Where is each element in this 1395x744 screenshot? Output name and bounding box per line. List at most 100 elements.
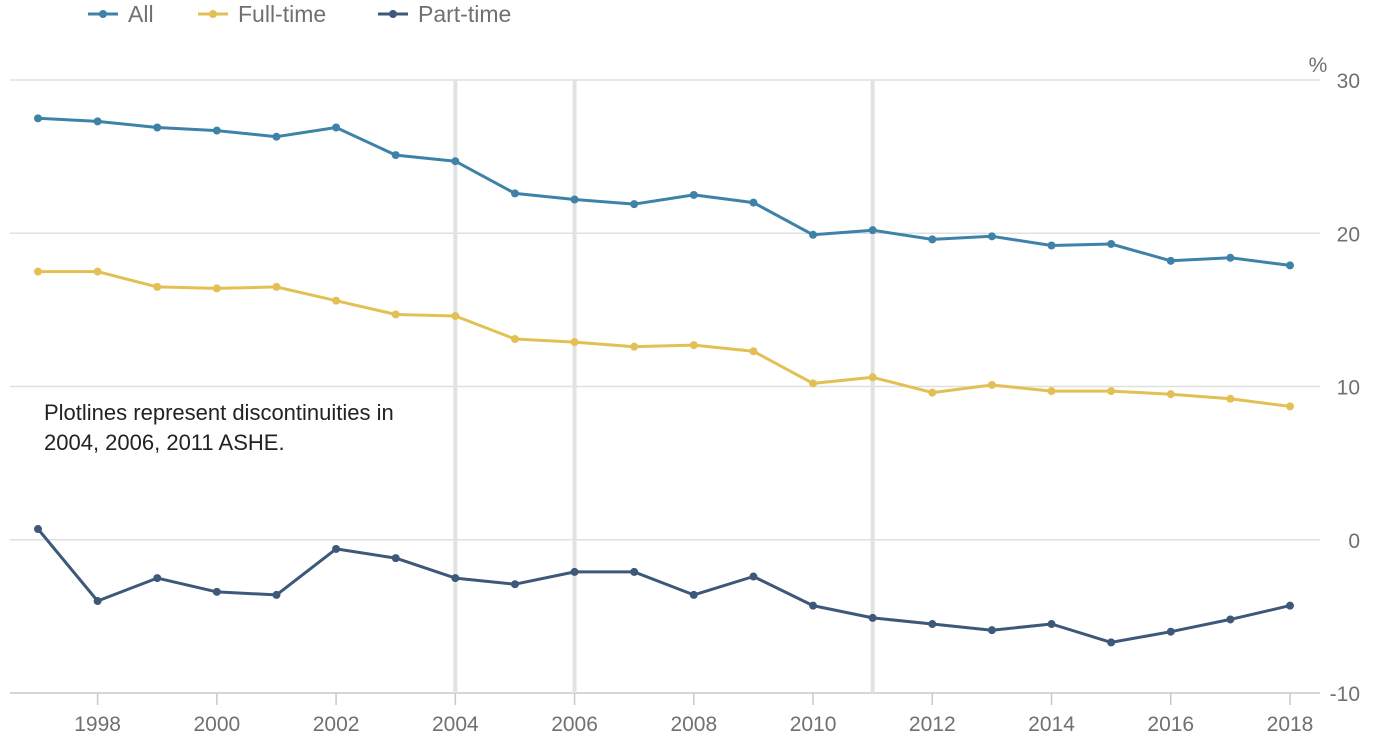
- y-axis-ticks: 30 20 10 0 -10: [1330, 70, 1360, 706]
- y-tick-label: 30: [1337, 70, 1360, 93]
- discontinuity-plotlines: [453, 80, 875, 693]
- y-tick-label: -10: [1330, 683, 1360, 706]
- data-point: [987, 380, 996, 389]
- data-point: [1047, 241, 1056, 250]
- data-point: [1047, 620, 1056, 629]
- data-point: [332, 544, 341, 553]
- data-point: [34, 267, 42, 276]
- data-point: [749, 198, 758, 207]
- data-point: [809, 601, 818, 610]
- data-point: [987, 626, 996, 635]
- series-all: [34, 114, 1294, 270]
- data-point: [630, 567, 639, 576]
- x-tick-label: 2016: [1147, 713, 1194, 736]
- series-lines: [34, 114, 1294, 647]
- y-tick-label: 20: [1337, 223, 1360, 246]
- data-point: [809, 230, 818, 239]
- legend-item: All: [88, 1, 154, 27]
- data-point: [332, 123, 341, 132]
- data-point: [749, 572, 758, 581]
- x-tick-label: 2002: [313, 713, 360, 736]
- data-point: [510, 334, 519, 343]
- legend: All Full-time Part-time: [88, 1, 511, 27]
- data-point: [928, 388, 937, 397]
- data-point: [451, 157, 460, 166]
- series-line: [36, 528, 1291, 644]
- data-point: [1286, 261, 1294, 270]
- data-point: [1286, 601, 1294, 610]
- legend-item: Part-time: [378, 1, 511, 27]
- data-point: [1107, 638, 1116, 647]
- legend-label: All: [128, 1, 154, 27]
- legend-label: Part-time: [418, 1, 511, 27]
- data-point: [987, 232, 996, 241]
- data-point: [272, 132, 281, 141]
- annotation-line-1: Plotlines represent discontinuities in: [44, 400, 394, 425]
- series-line: [38, 270, 1291, 408]
- x-tick-label: 1998: [74, 713, 121, 736]
- x-tick-label: 2000: [193, 713, 240, 736]
- data-point: [34, 525, 42, 534]
- data-point: [630, 342, 639, 351]
- data-point: [1226, 253, 1235, 262]
- data-point: [93, 597, 102, 606]
- data-point: [1107, 239, 1116, 248]
- x-tick-label: 2014: [1028, 713, 1075, 736]
- x-axis: 1998 2000 2002 2004 2006 2008 2010 2012 2014 2016…: [74, 693, 1313, 736]
- x-tick-label: 2010: [790, 713, 837, 736]
- data-point: [1166, 256, 1175, 265]
- legend-marker: [389, 10, 397, 18]
- data-point: [391, 310, 400, 319]
- y-tick-label: 10: [1337, 377, 1360, 400]
- data-point: [1166, 390, 1175, 399]
- data-point: [570, 567, 579, 576]
- data-point: [570, 195, 579, 204]
- data-point: [570, 338, 579, 347]
- data-point: [391, 554, 400, 563]
- data-point: [689, 590, 698, 599]
- data-point: [868, 226, 877, 235]
- data-point: [212, 126, 221, 135]
- data-point: [1166, 627, 1175, 636]
- x-tick-label: 2012: [909, 713, 956, 736]
- data-point: [391, 151, 400, 160]
- data-point: [510, 580, 519, 589]
- legend-marker: [209, 10, 217, 18]
- data-point: [451, 312, 460, 321]
- data-point: [212, 587, 221, 596]
- data-point: [272, 590, 281, 599]
- data-point: [809, 379, 818, 388]
- data-point: [34, 114, 42, 123]
- data-point: [153, 123, 162, 132]
- data-point: [1047, 387, 1056, 396]
- data-point: [1226, 394, 1235, 403]
- y-tick-label: 0: [1348, 530, 1360, 553]
- data-point: [1286, 402, 1294, 411]
- series-full-time: [34, 267, 1294, 411]
- gridlines: [10, 79, 1320, 694]
- data-point: [749, 347, 758, 356]
- data-point: [93, 117, 102, 126]
- data-point: [868, 613, 877, 622]
- data-point: [868, 373, 877, 382]
- data-point: [153, 282, 162, 291]
- series-part-time: [34, 525, 1294, 647]
- data-point: [689, 190, 698, 199]
- legend-item: Full-time: [198, 1, 326, 27]
- data-point: [272, 282, 281, 291]
- data-point: [1226, 615, 1235, 624]
- data-point: [93, 267, 102, 276]
- data-point: [689, 341, 698, 350]
- legend-marker: [99, 10, 107, 18]
- series-line: [37, 116, 1291, 267]
- data-point: [153, 574, 162, 583]
- x-tick-label: 2008: [670, 713, 717, 736]
- x-tick-label: 2004: [432, 713, 479, 736]
- data-point: [212, 284, 221, 293]
- data-point: [630, 200, 639, 209]
- data-point: [451, 574, 460, 583]
- x-tick-label: 2006: [551, 713, 598, 736]
- y-axis-unit-label: %: [1309, 54, 1328, 77]
- legend-label: Full-time: [238, 1, 326, 27]
